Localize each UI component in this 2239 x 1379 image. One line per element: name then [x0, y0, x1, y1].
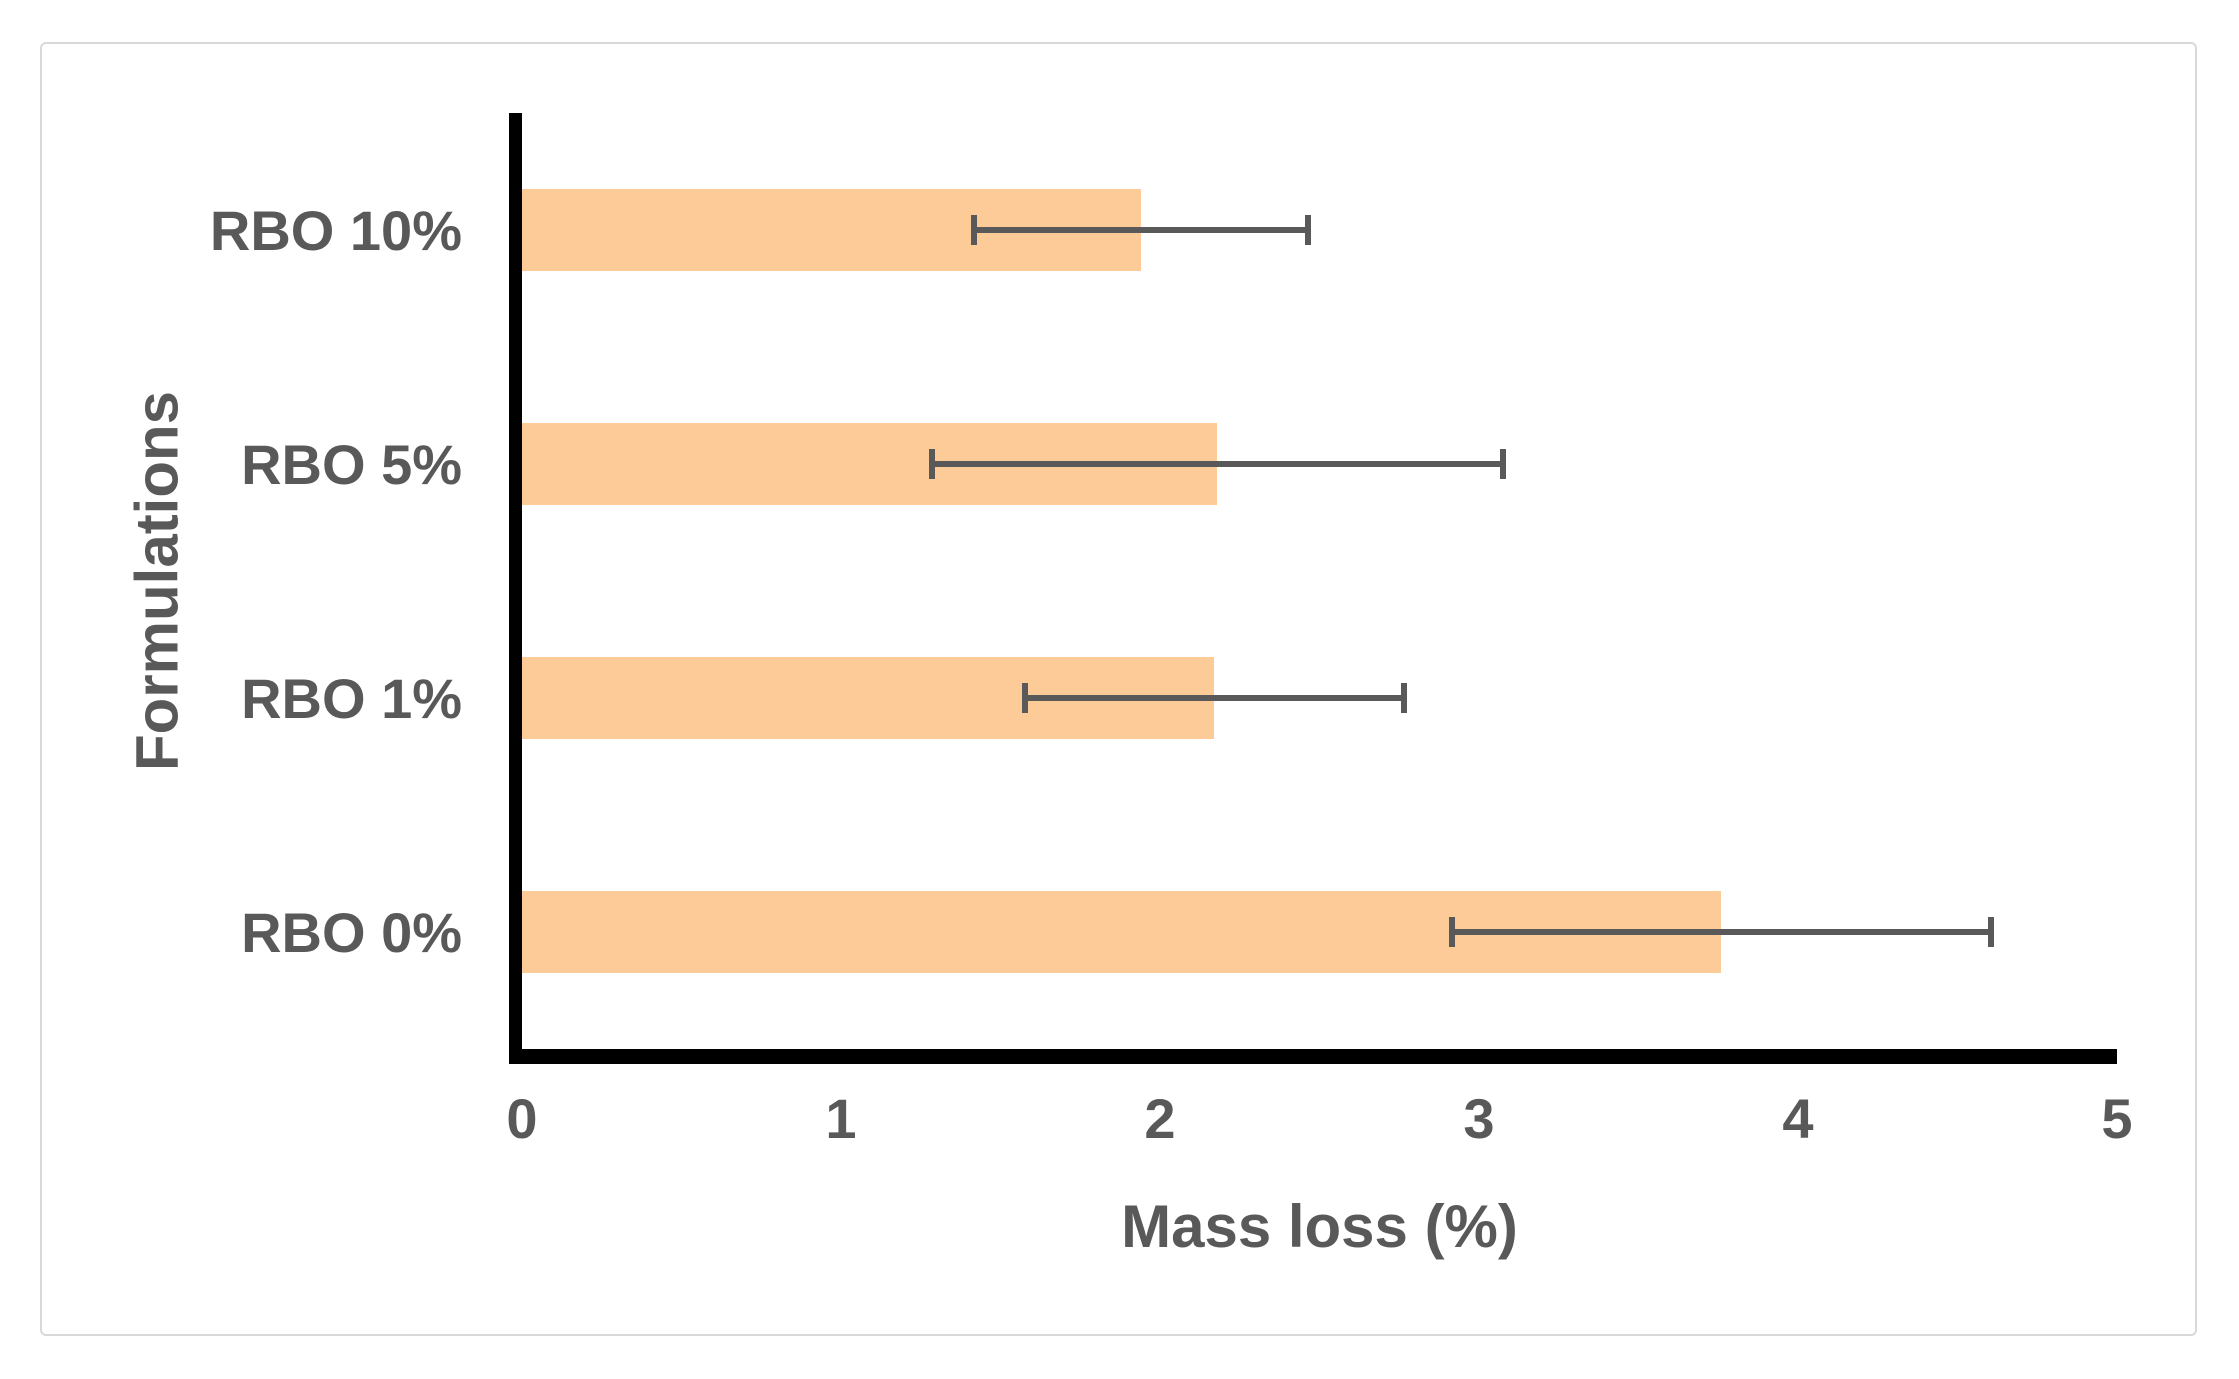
chart-row-rbo-5: [522, 347, 2117, 581]
y-axis-category-labels: RBO 10% RBO 5% RBO 1% RBO 0%: [42, 113, 462, 1049]
chart-row-rbo-0: [522, 815, 2117, 1049]
x-tick-3: 3: [1463, 1087, 1495, 1150]
x-tick-0: 0: [506, 1087, 538, 1150]
category-label-rbo-5: RBO 5%: [241, 432, 462, 496]
error-bar-rbo-1: [1021, 683, 1407, 713]
x-axis-title: Mass loss (%): [1121, 1193, 1518, 1260]
chart-row-rbo-10: [522, 113, 2117, 347]
chart-row-rbo-1: [522, 581, 2117, 815]
error-bar-rbo-5: [929, 449, 1506, 479]
x-tick-1: 1: [825, 1087, 857, 1150]
category-label-rbo-10: RBO 10%: [209, 198, 462, 262]
plot-area: [509, 113, 2117, 1064]
x-tick-2: 2: [1144, 1087, 1176, 1150]
x-axis-tick-labels: 0 1 2 3 4 5: [506, 1084, 2132, 1154]
error-bar-rbo-0: [1449, 917, 1994, 947]
plot-inner: [522, 113, 2117, 1049]
x-tick-4: 4: [1782, 1087, 1814, 1150]
category-label-rbo-1: RBO 1%: [241, 666, 462, 730]
x-tick-5: 5: [2101, 1087, 2133, 1150]
error-bar-rbo-10: [970, 215, 1312, 245]
chart-frame: Formulations RBO 10% RBO 5% RBO 1% RBO 0% 0…: [40, 42, 2197, 1336]
category-label-rbo-0: RBO 0%: [241, 900, 462, 964]
